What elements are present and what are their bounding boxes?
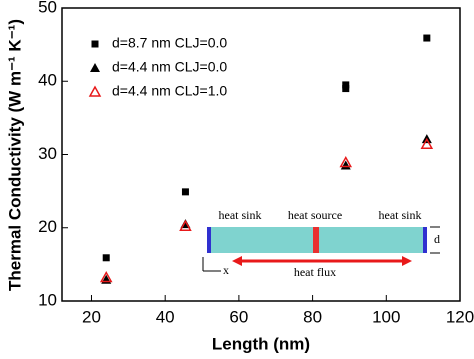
x-axis-title: Length (nm) [212, 334, 310, 353]
x-tick-label: 100 [372, 307, 400, 326]
inset-label: heat sink [379, 208, 422, 222]
marker [420, 137, 434, 149]
x-tick-label: 80 [303, 307, 322, 326]
y-axis-title: Thermal Conductivity (W m⁻¹ K⁻¹) [5, 19, 24, 291]
arrow-head [402, 256, 412, 266]
inset-label: d [434, 232, 440, 246]
inset-label: heat sink [219, 208, 262, 222]
marker [342, 85, 350, 93]
y-tick-label: 10 [38, 290, 57, 309]
marker [423, 34, 431, 42]
inset-label: x [223, 263, 229, 277]
marker [179, 219, 192, 232]
legend-marker [91, 40, 99, 48]
plot-frame [61, 7, 461, 302]
marker [99, 271, 113, 283]
y-tick-label: 20 [38, 217, 57, 236]
x-tick-label: 60 [229, 307, 248, 326]
x-tick-label: 40 [156, 307, 175, 326]
x-tick-label: 20 [82, 307, 101, 326]
marker [339, 156, 353, 168]
legend-marker [90, 63, 100, 72]
legend-label: d=4.4 nm CLJ=0.0 [112, 59, 227, 75]
inset-label: heat source [288, 208, 342, 222]
y-tick-label: 40 [38, 71, 57, 90]
inset-sink-left [207, 227, 211, 253]
legend-marker [88, 85, 102, 97]
x-tick-label: 120 [446, 307, 474, 326]
y-tick-label: 30 [38, 144, 57, 163]
arrow-head [232, 256, 242, 266]
inset-sink-right [423, 227, 427, 253]
marker [342, 81, 350, 89]
y-tick-label: 50 [38, 0, 57, 16]
legend-label: d=4.4 nm CLJ=1.0 [112, 83, 227, 99]
inset-source [313, 227, 319, 253]
inset-diagram [202, 226, 440, 272]
legend-label: d=8.7 nm CLJ=0.0 [112, 35, 227, 51]
marker [181, 188, 189, 196]
inset-label: heat flux [294, 265, 336, 279]
marker [102, 254, 110, 262]
